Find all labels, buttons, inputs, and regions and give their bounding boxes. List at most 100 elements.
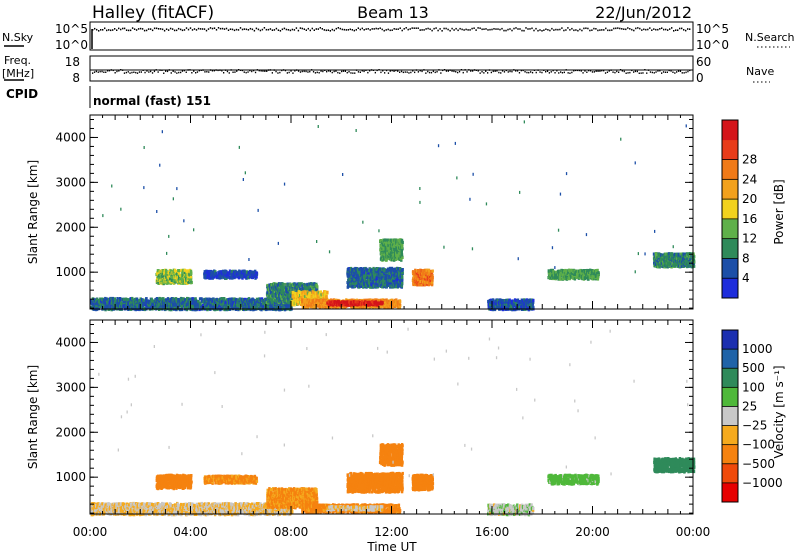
freq-point [535,71,537,74]
scatter-cell [215,297,219,301]
nsky-point [349,28,351,31]
freq-point [275,70,277,73]
scatter-cell [353,305,356,309]
freq-point [327,70,330,72]
nsky-point [521,29,523,32]
nsky-point [597,29,599,32]
nsky-point [567,27,569,29]
scatter-cell [132,301,135,305]
freq-point [625,72,627,74]
scatter-cell [308,291,312,295]
freq-trace [90,69,693,74]
nsky-point [439,28,441,30]
nsky-point [553,29,555,31]
nsky-point [631,28,633,31]
beam-title: Beam 13 [357,3,429,22]
nsky-point [443,27,445,30]
nsky-point [227,29,230,31]
freq-point [92,72,94,74]
freq-point [485,70,487,72]
freq-point [354,72,356,74]
scatter-cell [153,304,156,308]
nsky-point [139,27,142,30]
nsky-point [155,27,158,30]
scatter-cell [201,303,205,307]
nsky-point [447,28,449,31]
nsky-point [409,28,411,30]
nsky-point [120,28,122,31]
nsky-point [201,28,204,30]
nsky-point [116,29,118,31]
scatter-cell [174,280,177,284]
nsky-point [127,29,130,32]
freq-point [646,72,648,74]
nsky-point [283,27,286,30]
nsky-point [277,29,280,31]
freq-point [604,72,607,74]
freq-point [636,70,638,73]
nsky-point [112,29,114,31]
freq-point [425,72,427,74]
nsky-point [301,27,303,30]
freq-point [288,71,290,74]
scatter-cell [350,298,353,302]
nsky-point [175,29,178,32]
scatter-cell [362,272,365,276]
scatter-cell [241,274,244,278]
scatter-cell [203,272,206,276]
nsky-point [245,28,248,31]
scatter-cell [207,271,210,275]
scatter-cell [359,267,363,271]
nsky-point [485,28,487,30]
scatter-cell [269,291,273,295]
scatter-cell [313,282,316,286]
scatter-cell [123,302,126,306]
nsky-point [437,29,439,32]
freq-point [651,71,653,74]
scatter-cell [187,280,191,284]
freq-label-line2: [MHz] [2,67,34,80]
scatter-cell [186,302,190,306]
freq-point [350,72,352,74]
freq-point [326,70,328,73]
scatter-cell [274,298,278,302]
freq-point [554,72,556,74]
freq-point [633,71,635,73]
freq-point [400,70,403,73]
nsky-point [481,28,483,31]
scatter-cell [344,300,348,304]
freq-point [649,71,652,73]
scatter-cell [302,287,305,291]
nsky-point [421,29,423,31]
scatter-cell [282,287,285,291]
scatter-cell [166,297,170,301]
scatter-cell [110,308,113,312]
freq-point [457,71,459,74]
nsky-point [685,29,687,32]
scatter-cell [384,268,387,272]
nsky-point [185,27,188,29]
freq-point [196,71,199,73]
scatter-cell [389,284,392,288]
scatter-cell [284,292,287,296]
nsky-point [599,29,601,31]
nsky-point [435,27,437,29]
scatter-cell [296,282,299,286]
nsky-point [451,27,453,30]
nsky-point [549,29,551,32]
nsky-point [677,29,679,31]
freq-point [294,70,296,72]
scatter-cell [253,305,257,310]
scatter-cell [272,292,276,296]
freq-point [352,72,354,74]
nsky-point [473,27,475,29]
freq-point [93,71,96,73]
freq-point [500,72,502,74]
nsky-point [137,28,140,30]
scatter-cell [318,299,321,303]
scatter-cell [157,269,160,273]
scatter-cell [112,301,115,305]
nsky-point [311,27,313,30]
nsky-point [493,28,495,30]
nsky-point [295,27,298,29]
